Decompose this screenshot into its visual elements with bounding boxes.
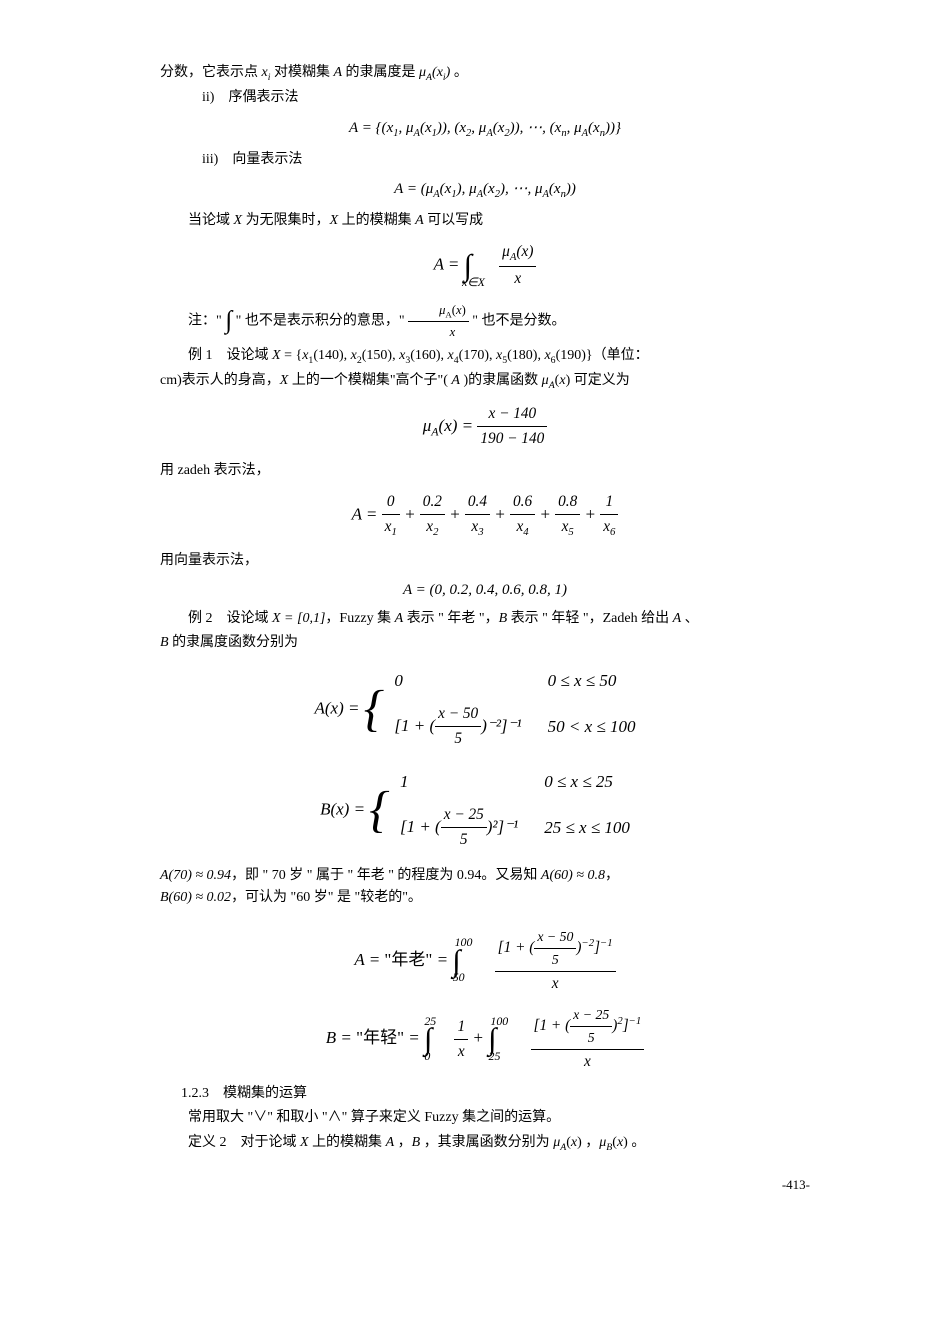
vector-method: 用向量表示法，	[160, 550, 810, 572]
formula-zadeh: A = 0x1 + 0.2x2 + 0.4x3 + 0.6x4 + 0.8x5 …	[160, 490, 810, 542]
zadeh-method: 用 zadeh 表示法，	[160, 460, 810, 482]
section-123: 1.2.3 模糊集的运算	[181, 1083, 810, 1105]
line-membership: 分数，它表示点 xi 对模糊集 A 的隶属度是 μA(xi) 。	[160, 62, 810, 85]
example-1-cont: cm)表示人的身高，X 上的一个模糊集"高个子"( A )的隶属函数 μA(x)…	[160, 370, 810, 393]
formula-Ax: A(x) = { 00 ≤ x ≤ 50 [1 + (x − 505)⁻²]⁻¹…	[160, 663, 810, 756]
formula-A-old: A = "年老" = ∫50100 [1 + (x − 505)−2]−1x	[160, 926, 810, 997]
def-2: 定义 2 对于论域 X 上的模糊集 A ，B ，其隶属函数分别为 μA(x) ，…	[160, 1132, 810, 1155]
formula-vector-A: A = (0, 0.2, 0.4, 0.6, 0.8, 1)	[160, 578, 810, 602]
item-iii: iii) 向量表示法	[202, 149, 810, 171]
example-1: 例 1 设论域 X = {x1(140), x2(150), x3(160), …	[160, 345, 810, 368]
page-number: -413-	[160, 1175, 810, 1196]
formula-vector: A = (μA(x1), μA(x2), ⋯, μA(xn))	[160, 177, 810, 204]
example-2-cont: B 的隶属度函数分别为	[160, 632, 810, 654]
note: 注：" ∫ " 也不是表示积分的意思，" μA(x)x " 也不是分数。	[160, 300, 810, 343]
example-2: 例 2 设论域 X = [0,1]，Fuzzy 集 A 表示 " 年老 "，B …	[160, 608, 810, 630]
conclusion: A(70) ≈ 0.94，即 " 70 岁 " 属于 " 年老 " 的程度为 0…	[160, 865, 810, 887]
conclusion-cont: B(60) ≈ 0.02，可认为 "60 岁" 是 "较老的"。	[160, 887, 810, 909]
formula-height: μA(x) = x − 140190 − 140	[160, 402, 810, 452]
math-mu: μA(xi)	[419, 65, 450, 80]
formula-B-young: B = "年轻" = ∫025 1x + ∫25100 [1 + (x − 25…	[160, 1004, 810, 1075]
operation-intro: 常用取大 "∨" 和取小 "∧" 算子来定义 Fuzzy 集之间的运算。	[160, 1107, 810, 1129]
item-ii: ii) 序偶表示法	[202, 87, 810, 109]
infinite-domain: 当论域 X 为无限集时，X 上的模糊集 A 可以写成	[160, 210, 810, 232]
formula-Bx: B(x) = { 10 ≤ x ≤ 25 [1 + (x − 255)²]⁻¹2…	[160, 764, 810, 857]
formula-integral: A = ∫x∈X μA(x)x	[160, 240, 810, 292]
formula-ordered-pair: A = {(x1, μA(x1)), (x2, μA(x2)), ⋯, (xn,…	[160, 116, 810, 143]
